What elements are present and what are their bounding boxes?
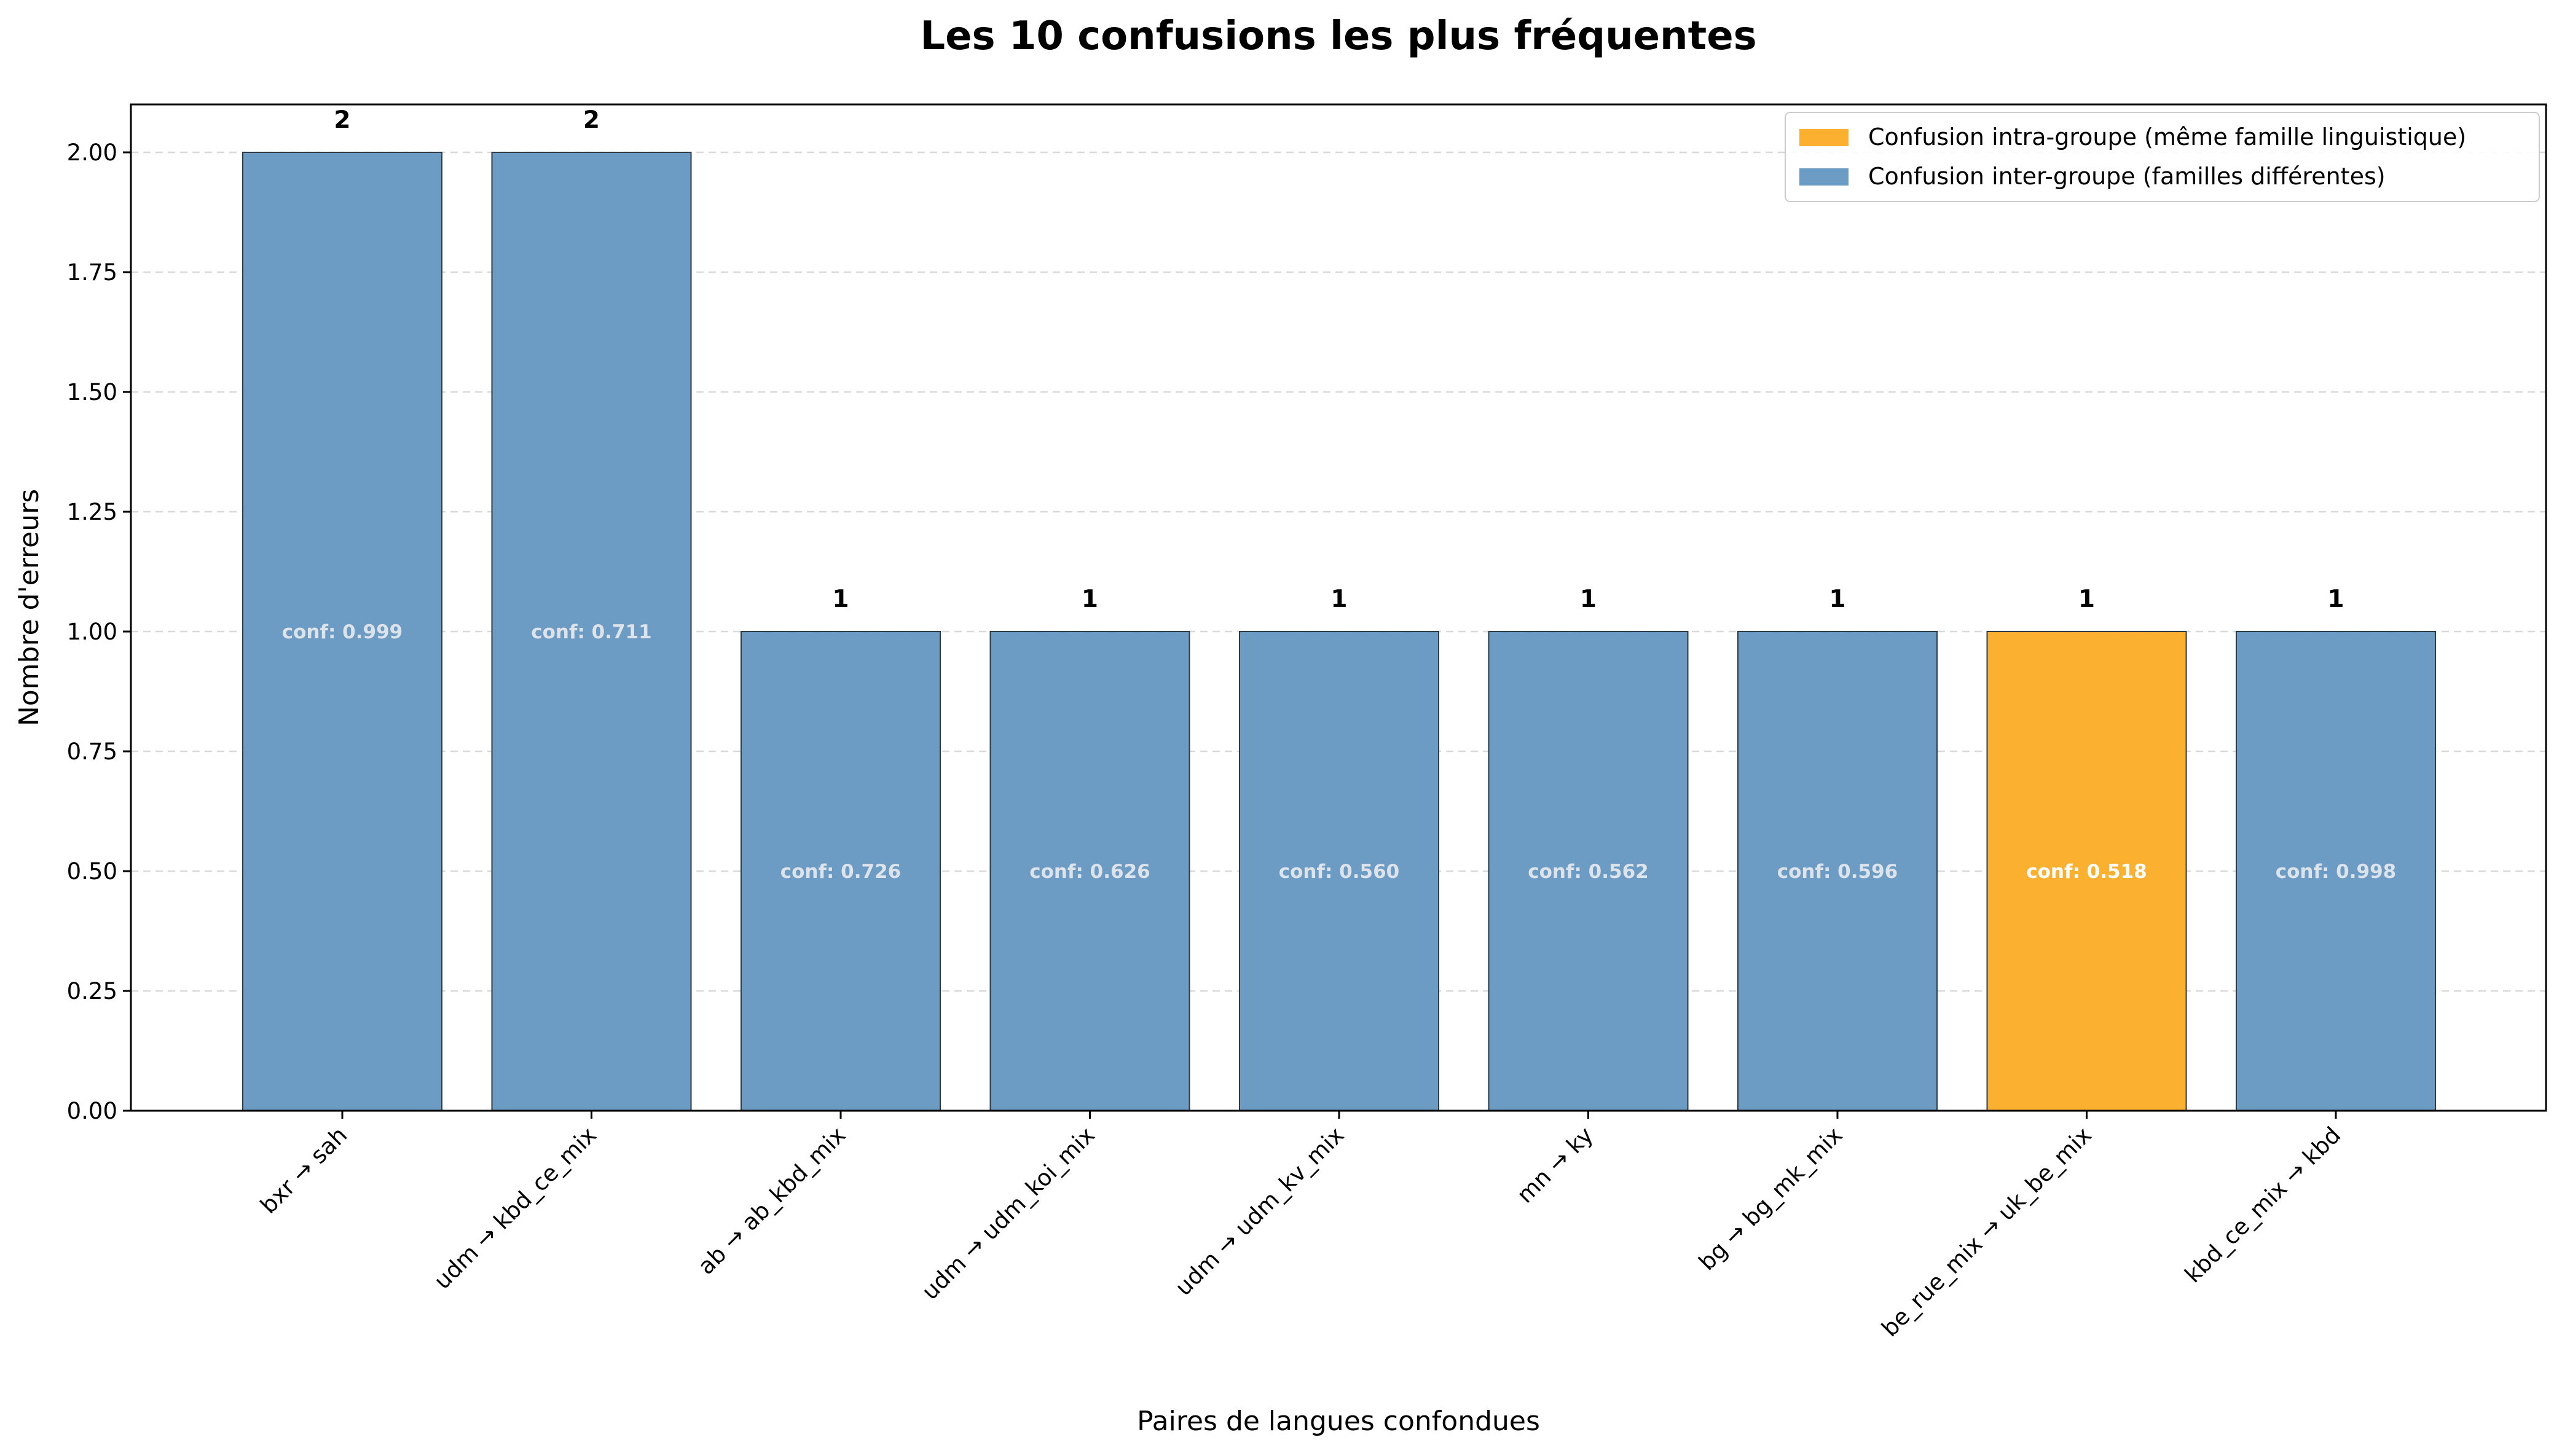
bar-value-label: 1	[832, 585, 849, 613]
y-tick-label: 1.50	[67, 379, 117, 405]
legend-label: Confusion inter-groupe (familles différe…	[1868, 163, 2386, 190]
bar	[989, 631, 1190, 1111]
bar-confidence-label: conf: 0.711	[531, 621, 651, 643]
bar	[242, 152, 442, 1111]
y-tick-label: 0.75	[67, 738, 117, 765]
bar-value-label: 1	[1330, 585, 1347, 613]
y-tick-label: 1.75	[67, 259, 117, 286]
y-tick-label: 0.25	[67, 978, 117, 1004]
bar-labels: 2 conf: 0.999 2 conf: 0.711 1 conf: 0.726 1 con…	[282, 106, 2396, 883]
bar-confidence-label: conf: 0.562	[1528, 861, 1648, 883]
bar-confidence-label: conf: 0.626	[1029, 861, 1150, 883]
bar-value-label: 1	[1580, 585, 1597, 613]
legend-label: Confusion intra-groupe (même famille lin…	[1868, 123, 2466, 151]
y-tick-label: 1.25	[67, 499, 117, 525]
x-tick-label: kbd_ce_mix → kbd	[2180, 1122, 2346, 1288]
legend: Confusion intra-groupe (même famille lin…	[1785, 112, 2540, 202]
bar-value-label: 1	[2078, 585, 2095, 613]
bar	[1986, 631, 2187, 1111]
bar-confidence-label: conf: 0.560	[1279, 861, 1399, 883]
x-axis: bxr → sah udm → kbd_ce_mix ab → ab_kbd_mix…	[255, 1111, 2346, 1342]
legend-swatch	[1799, 129, 1849, 146]
bar-value-label: 1	[1082, 585, 1098, 613]
y-tick-label: 2.00	[67, 139, 117, 166]
bar	[741, 631, 941, 1111]
x-tick-label: be_rue_mix → uk_be_mix	[1877, 1122, 2097, 1342]
y-tick-label: 0.00	[67, 1098, 117, 1124]
x-tick-label: udm → udm_kv_mix	[1170, 1122, 1349, 1301]
bar	[1488, 631, 1689, 1111]
y-tick-label: 1.00	[67, 619, 117, 645]
y-axis: 0.00 0.25 0.50 0.75 1.00 1.25 1.50 1.75 2.00	[67, 139, 131, 1124]
bar-confidence-label: conf: 0.518	[2026, 861, 2147, 883]
bar-confidence-label: conf: 0.998	[2276, 861, 2396, 883]
x-tick-label: udm → udm_koi_mix	[917, 1122, 1100, 1305]
legend-swatch	[1799, 168, 1849, 186]
x-tick-label: udm → kbd_ce_mix	[429, 1122, 602, 1294]
bar-confidence-label: conf: 0.726	[780, 861, 901, 883]
chart-title: Les 10 confusions les plus fréquentes	[920, 14, 1756, 59]
y-tick-label: 0.50	[67, 858, 117, 885]
bar-value-label: 2	[334, 106, 350, 134]
x-tick-label: bg → bg_mk_mix	[1694, 1122, 1847, 1275]
bars	[242, 152, 2436, 1111]
x-tick-label: ab → ab_kbd_mix	[693, 1122, 851, 1280]
bar	[491, 152, 692, 1111]
bar	[2236, 631, 2436, 1111]
x-tick-label: mn → ky	[1512, 1122, 1598, 1208]
x-axis-label: Paires de langues confondues	[1137, 1406, 1540, 1437]
bar-confidence-label: conf: 0.999	[282, 621, 403, 643]
bar-value-label: 2	[583, 106, 600, 134]
y-axis-label: Nombre d'erreurs	[14, 489, 45, 726]
x-tick-label: bxr → sah	[255, 1122, 352, 1219]
legend-box	[1785, 112, 2540, 202]
bar-confidence-label: conf: 0.596	[1777, 861, 1898, 883]
bar	[1737, 631, 1938, 1111]
bar-value-label: 1	[2327, 585, 2344, 613]
bar-value-label: 1	[1829, 585, 1845, 613]
